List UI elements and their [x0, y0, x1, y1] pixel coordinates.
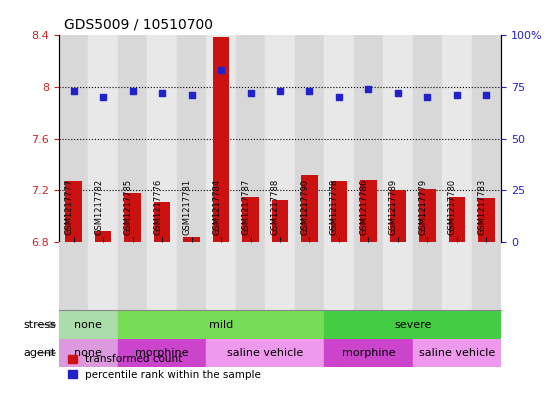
Point	[334, 94, 343, 100]
Bar	[354, 35, 383, 242]
Bar	[88, 35, 118, 242]
Bar	[95, 231, 111, 242]
Bar	[361, 180, 376, 242]
Bar	[472, 242, 501, 310]
Bar	[118, 242, 147, 310]
Bar	[272, 200, 288, 242]
Bar	[124, 193, 141, 242]
Point	[187, 92, 196, 98]
Text: severe: severe	[394, 320, 431, 330]
Point	[217, 67, 226, 73]
Bar	[413, 339, 501, 367]
Point	[276, 88, 284, 94]
Bar	[154, 202, 170, 242]
Legend: transformed count, percentile rank within the sample: transformed count, percentile rank withi…	[64, 350, 265, 384]
Bar	[472, 35, 501, 242]
Text: mild: mild	[209, 320, 233, 330]
Bar	[66, 181, 82, 242]
Point	[452, 92, 461, 98]
Point	[69, 88, 78, 94]
Point	[99, 94, 108, 100]
Bar	[118, 339, 206, 367]
Bar	[118, 310, 324, 339]
Text: agent: agent	[24, 348, 56, 358]
Bar	[419, 189, 436, 242]
Point	[482, 92, 491, 98]
Point	[423, 94, 432, 100]
Point	[246, 90, 255, 96]
Bar	[383, 242, 413, 310]
Bar	[478, 198, 494, 242]
Bar	[118, 35, 147, 242]
Text: none: none	[74, 348, 102, 358]
Bar	[265, 35, 295, 242]
Point	[394, 90, 403, 96]
Bar	[236, 35, 265, 242]
Bar	[88, 242, 118, 310]
Point	[305, 88, 314, 94]
Bar	[236, 242, 265, 310]
Bar	[147, 35, 177, 242]
Bar	[295, 35, 324, 242]
Bar	[177, 35, 206, 242]
Point	[364, 86, 373, 92]
Bar	[206, 35, 236, 242]
Bar	[331, 181, 347, 242]
Bar	[59, 242, 88, 310]
Text: morphine: morphine	[342, 348, 395, 358]
Text: stress: stress	[23, 320, 56, 330]
Bar	[354, 242, 383, 310]
Text: none: none	[74, 320, 102, 330]
Bar	[383, 35, 413, 242]
Point	[128, 88, 137, 94]
Bar	[59, 35, 88, 242]
Bar	[442, 35, 472, 242]
Bar	[206, 339, 324, 367]
Bar	[206, 242, 236, 310]
Bar	[324, 310, 501, 339]
Bar	[265, 242, 295, 310]
Bar	[184, 237, 199, 242]
Bar	[301, 174, 318, 242]
Text: saline vehicle: saline vehicle	[419, 348, 495, 358]
Bar	[213, 37, 229, 242]
Bar	[449, 196, 465, 242]
Bar	[242, 196, 259, 242]
Bar	[324, 242, 354, 310]
Bar	[59, 310, 118, 339]
Bar	[324, 35, 354, 242]
Text: morphine: morphine	[136, 348, 189, 358]
Point	[157, 90, 166, 96]
Bar	[413, 242, 442, 310]
Bar	[295, 242, 324, 310]
Bar	[324, 339, 413, 367]
Bar	[59, 339, 118, 367]
Bar	[177, 242, 206, 310]
Bar	[442, 242, 472, 310]
Bar	[413, 35, 442, 242]
Text: GDS5009 / 10510700: GDS5009 / 10510700	[64, 17, 213, 31]
Text: saline vehicle: saline vehicle	[227, 348, 304, 358]
Bar	[147, 242, 177, 310]
Bar	[390, 190, 406, 242]
